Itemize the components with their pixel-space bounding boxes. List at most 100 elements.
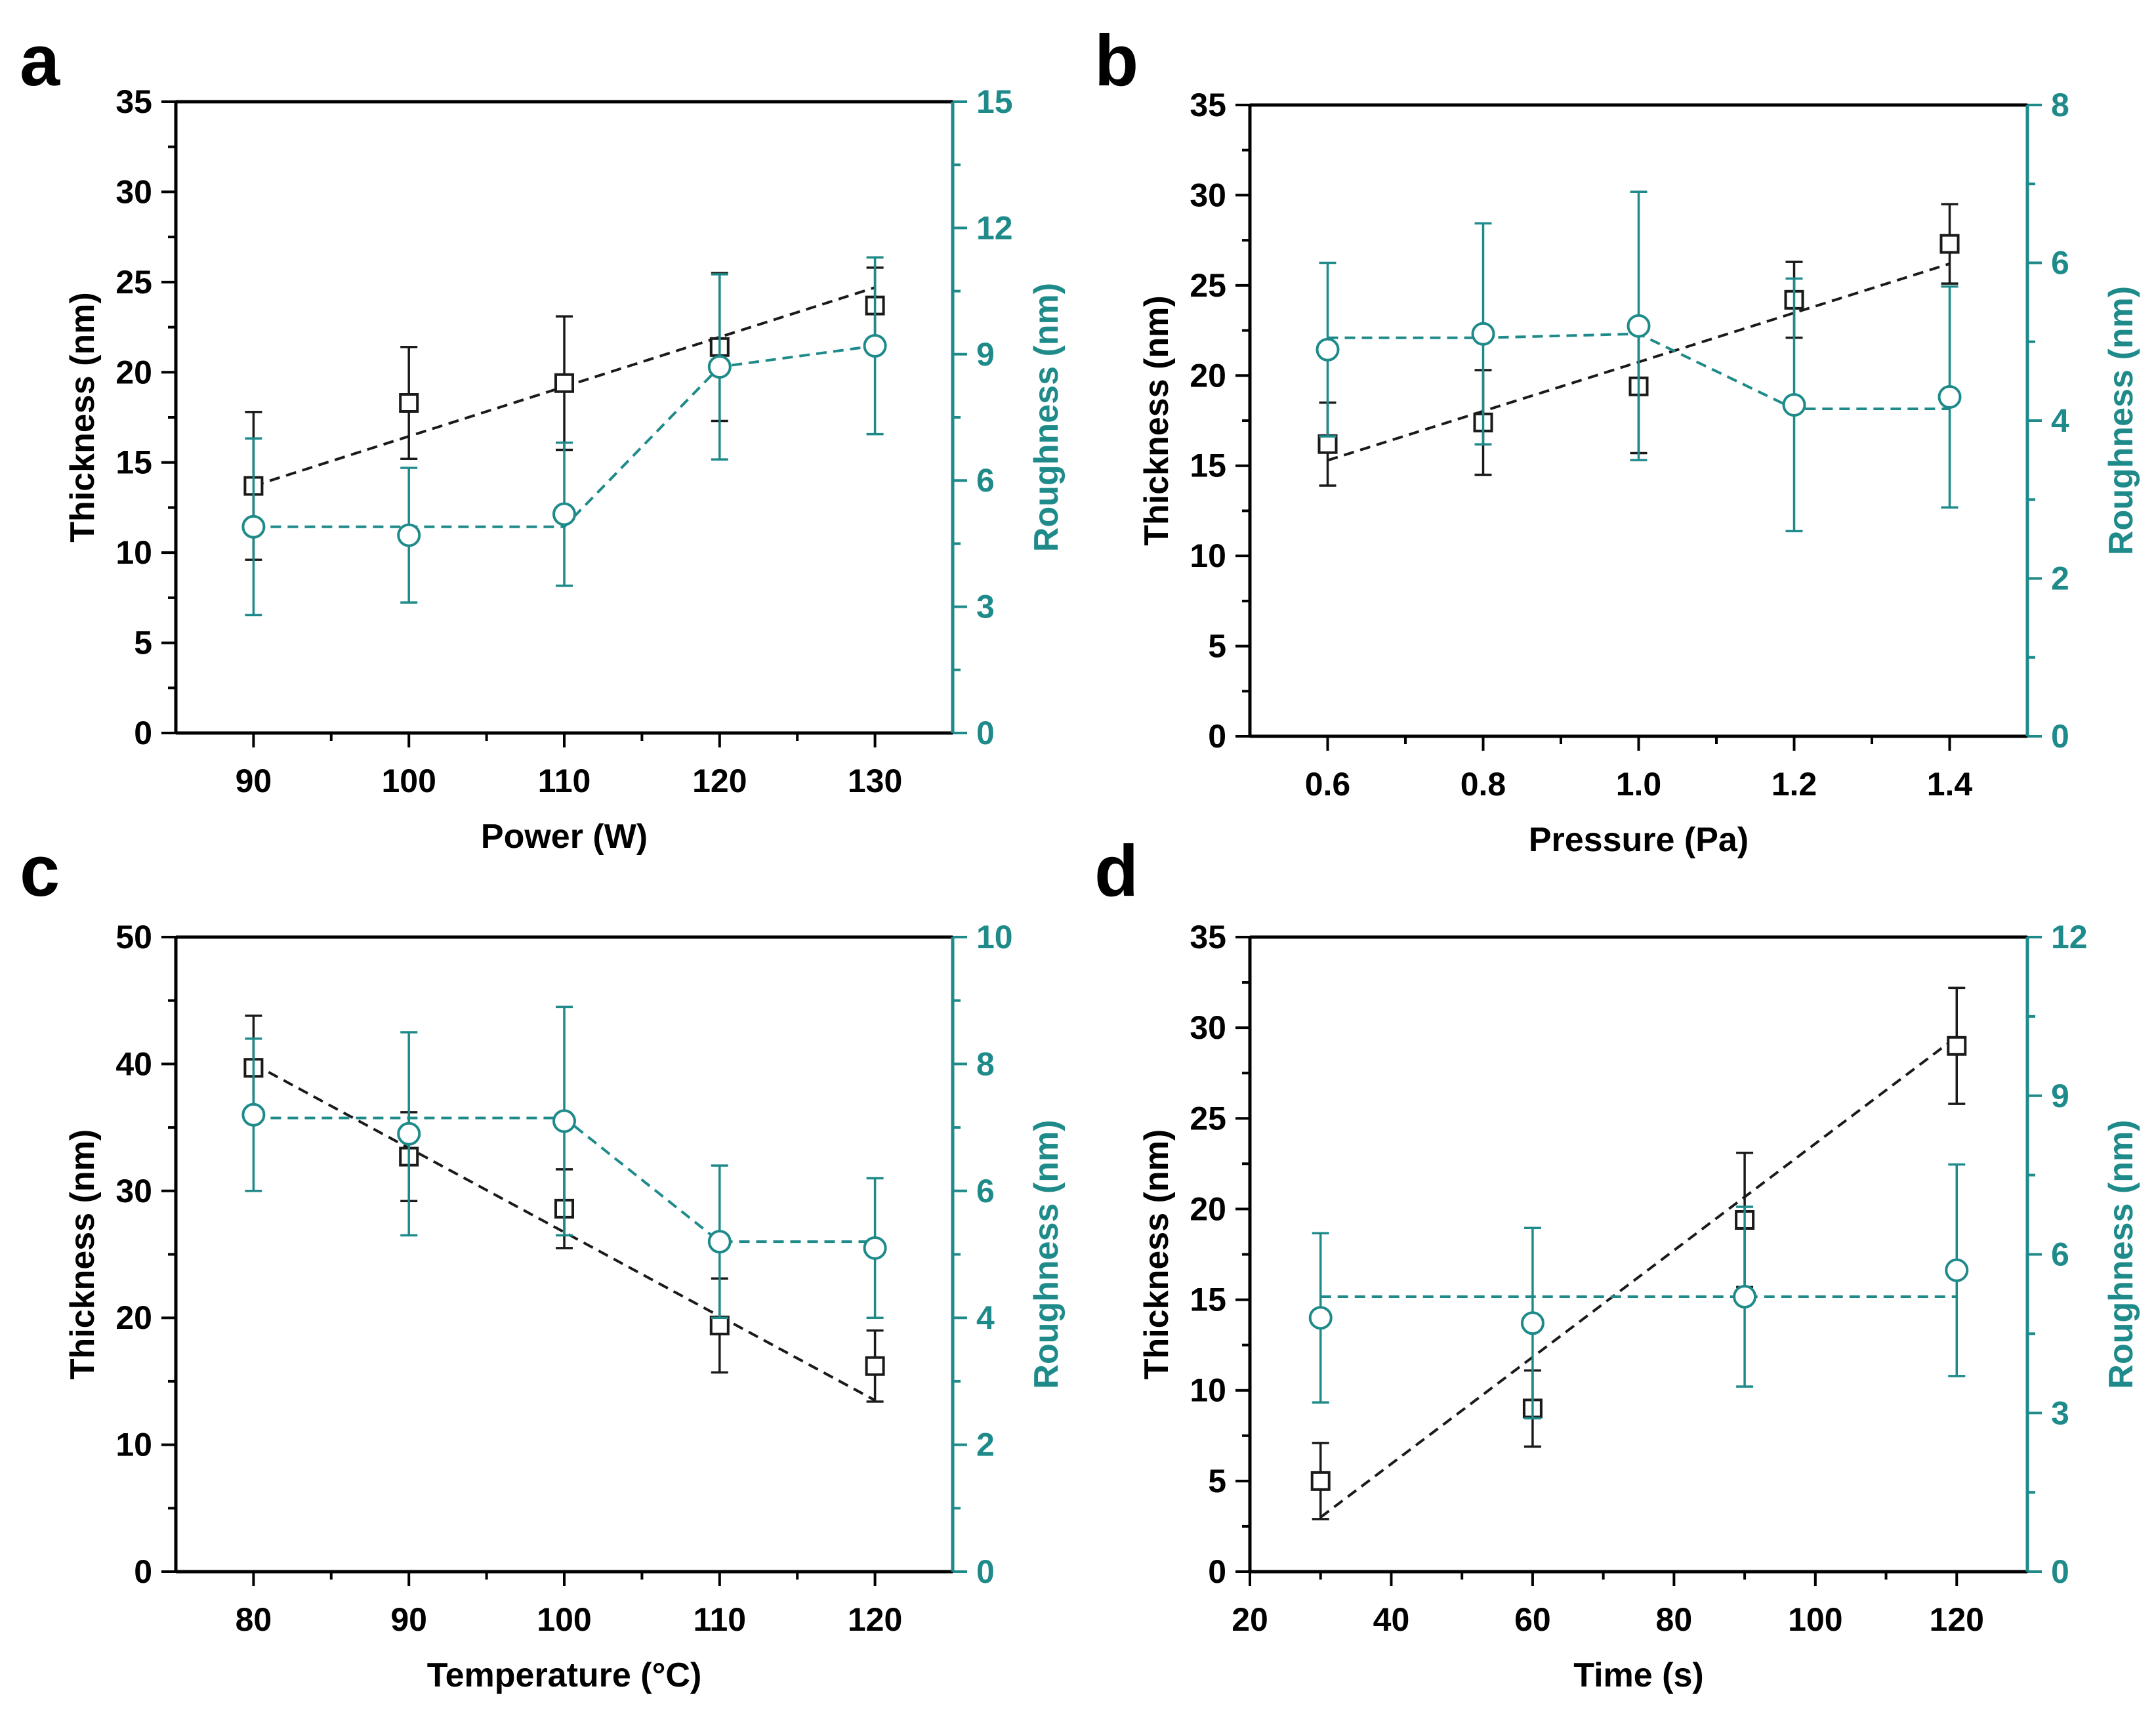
x-tick-label: 100 (381, 763, 436, 799)
thickness-point (709, 1315, 730, 1335)
x-tick-label: 40 (1373, 1601, 1410, 1638)
x-tick-label: 110 (538, 763, 591, 799)
panel-label: a (20, 20, 60, 101)
x-tick-label: 60 (1514, 1601, 1551, 1638)
x-tick-label: 1.2 (1772, 766, 1817, 803)
panel-b: b 0.6 0.8 1.0 1.2 1.4 0 5 10 15 20 25 30 35 0 2 4 6 8 Press… (1094, 20, 2140, 859)
y-tick-label: 5 (1208, 628, 1226, 665)
roughness-point (552, 1109, 576, 1133)
roughness-point (1945, 1258, 1969, 1282)
y2-tick-label: 3 (2051, 1394, 2069, 1431)
y2-tick-label: 3 (976, 589, 995, 625)
y-tick-label: 10 (115, 1427, 152, 1463)
panel-d: d 20 40 60 80 100 120 0 5 10 15 20 25 30 35 0 3 6 9 12 Time … (1094, 831, 2140, 1694)
y-tick-label: 30 (115, 1173, 152, 1209)
y2-tick-label: 6 (2051, 1236, 2069, 1273)
x-axis-title: Temperature (°C) (427, 1656, 702, 1694)
roughness-point (1471, 322, 1495, 346)
y2-tick-label: 9 (2051, 1078, 2069, 1114)
y-tick-label: 25 (1190, 1100, 1226, 1137)
y-tick-label: 50 (115, 919, 152, 955)
y2-axis-title: Roughness (nm) (2102, 1120, 2140, 1389)
roughness-point (397, 523, 421, 547)
x-tick-label: 80 (236, 1601, 272, 1638)
roughness-point (241, 514, 266, 539)
x-tick-label: 120 (692, 763, 747, 799)
panel-label: d (1094, 831, 1138, 911)
x-tick-label: 90 (236, 763, 272, 799)
thickness-point (1317, 434, 1338, 454)
y2-tick-label: 2 (976, 1427, 995, 1463)
roughness-point (863, 333, 887, 358)
roughness-series (241, 1005, 887, 1319)
thickness-fit-line (253, 1062, 876, 1402)
x-tick-label: 1.4 (1927, 766, 1973, 803)
y2-tick-label: 0 (2051, 1553, 2069, 1590)
roughness-point (1316, 337, 1340, 362)
roughness-point (241, 1102, 266, 1127)
y-tick-label: 0 (134, 715, 152, 751)
x-tick-label: 80 (1656, 1601, 1693, 1638)
y2-tick-label: 12 (2051, 919, 2088, 955)
y2-axis-title: Roughness (nm) (2102, 286, 2140, 555)
roughness-point (1938, 385, 1962, 409)
roughness-series (1308, 1163, 1969, 1420)
y-axis-title: Thickness (nm) (1138, 295, 1176, 545)
y2-tick-label: 0 (976, 715, 995, 751)
x-axis-title: Pressure (Pa) (1529, 821, 1749, 859)
y-tick-label: 30 (1190, 177, 1226, 213)
y-axis-title: Thickness (nm) (64, 292, 102, 542)
x-tick-label: 120 (1930, 1601, 1984, 1638)
thickness-fit-line (1319, 1036, 1958, 1519)
y-tick-label: 40 (115, 1045, 152, 1082)
x-tick-label: 130 (848, 763, 902, 799)
y2-axis-title: Roughness (nm) (1027, 283, 1066, 552)
thickness-point (399, 393, 419, 413)
y-tick-label: 15 (1190, 448, 1226, 484)
x-tick-label: 1.0 (1616, 766, 1662, 803)
roughness-point (1520, 1311, 1544, 1335)
roughness-point (552, 502, 576, 526)
y-tick-label: 10 (115, 534, 152, 571)
y-tick-label: 30 (115, 173, 152, 210)
panel-label: b (1094, 20, 1138, 101)
y-tick-label: 35 (1190, 87, 1226, 123)
thickness-point (865, 1356, 885, 1376)
roughness-point (1627, 314, 1651, 338)
y2-tick-label: 2 (2051, 560, 2069, 597)
y2-tick-label: 0 (2051, 718, 2069, 755)
y-tick-label: 35 (1190, 919, 1226, 955)
y-tick-label: 25 (115, 264, 152, 301)
roughness-point (707, 1230, 732, 1254)
x-axis-title: Power (W) (481, 818, 648, 856)
y-tick-label: 20 (115, 1299, 152, 1336)
y2-tick-label: 4 (976, 1299, 995, 1336)
roughness-point (1782, 392, 1806, 417)
y-tick-label: 15 (115, 444, 152, 481)
roughness-point (1308, 1306, 1333, 1330)
thickness-point (1947, 1036, 1967, 1056)
panel-label: c (20, 831, 60, 911)
x-tick-label: 0.6 (1305, 766, 1351, 803)
thickness-point (1939, 234, 1960, 254)
y2-tick-label: 15 (976, 83, 1013, 120)
y2-tick-label: 8 (2051, 87, 2069, 123)
y-tick-label: 5 (134, 625, 152, 661)
y-tick-label: 0 (1208, 718, 1226, 755)
y-tick-label: 15 (1190, 1282, 1226, 1318)
x-tick-label: 0.8 (1461, 766, 1506, 803)
x-tick-label: 100 (1788, 1601, 1842, 1638)
y2-axis-title: Roughness (nm) (1027, 1120, 1066, 1389)
x-tick-label: 100 (537, 1601, 591, 1638)
roughness-series (1316, 190, 1962, 533)
y-axis-title: Thickness (nm) (64, 1129, 102, 1379)
y-tick-label: 25 (1190, 267, 1226, 304)
thickness-point (1310, 1471, 1331, 1491)
x-axis-title: Time (s) (1573, 1656, 1703, 1694)
y2-tick-label: 0 (976, 1553, 995, 1590)
roughness-point (397, 1121, 421, 1146)
x-tick-label: 20 (1232, 1601, 1268, 1638)
x-tick-label: 90 (390, 1601, 427, 1638)
y-tick-label: 20 (115, 354, 152, 390)
y-tick-label: 0 (134, 1553, 152, 1590)
